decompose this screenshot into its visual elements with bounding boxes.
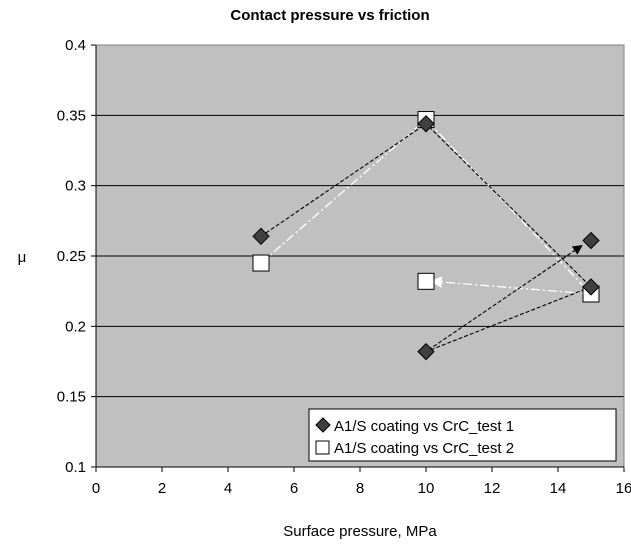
series-1-point: [417, 342, 435, 361]
y-tick-label: 0.25: [57, 248, 86, 265]
series-lines: [260, 118, 593, 353]
legend: A1/S coating vs CrC_test 1 A1/S coating …: [308, 408, 617, 462]
y-tick-label: 0.15: [57, 389, 86, 406]
y-tick-labels: 0.1 0.15 0.2 0.25 0.3 0.35 0.4: [57, 37, 86, 476]
chart-title: Contact pressure vs friction: [230, 7, 429, 24]
legend-label-series-1: A1/S coating vs CrC_test 1: [334, 418, 514, 435]
series-1-point: [582, 278, 600, 296]
series-2-point: [252, 254, 270, 272]
legend-box: [308, 408, 617, 462]
x-tick-label: 8: [356, 480, 364, 497]
x-tick-label: 4: [224, 480, 232, 497]
series-1-point: [252, 227, 270, 246]
axes: [95, 44, 625, 468]
series-1-point: [417, 115, 435, 133]
y-tick-label: 0.35: [57, 107, 86, 124]
series-2-point: [417, 272, 435, 290]
x-tick-label: 16: [616, 480, 631, 497]
series-points: [252, 111, 600, 361]
x-tick-label: 12: [484, 480, 501, 497]
legend-marker-series-2: [315, 440, 330, 455]
y-axis-label: μ: [18, 249, 27, 266]
y-tick-label: 0.3: [65, 178, 86, 195]
series-1-point: [582, 231, 600, 250]
x-tick-label: 10: [418, 480, 435, 497]
series-2-path: [260, 118, 593, 295]
x-tick-labels: 0 2 4 6 8 10 12 14 16: [92, 480, 631, 497]
x-tick-label: 6: [290, 480, 298, 497]
series-1-path: [260, 123, 592, 353]
x-axis-label: Surface pressure, MPa: [283, 523, 437, 540]
x-tick-label: 14: [550, 480, 567, 497]
x-tick-label: 0: [92, 480, 100, 497]
y-tick-label: 0.1: [65, 459, 86, 476]
y-tick-label: 0.2: [65, 318, 86, 335]
legend-marker-series-1: [315, 417, 331, 433]
y-tick-label: 0.4: [65, 37, 86, 54]
legend-label-series-2: A1/S coating vs CrC_test 2: [334, 440, 514, 457]
x-tick-label: 2: [158, 480, 166, 497]
